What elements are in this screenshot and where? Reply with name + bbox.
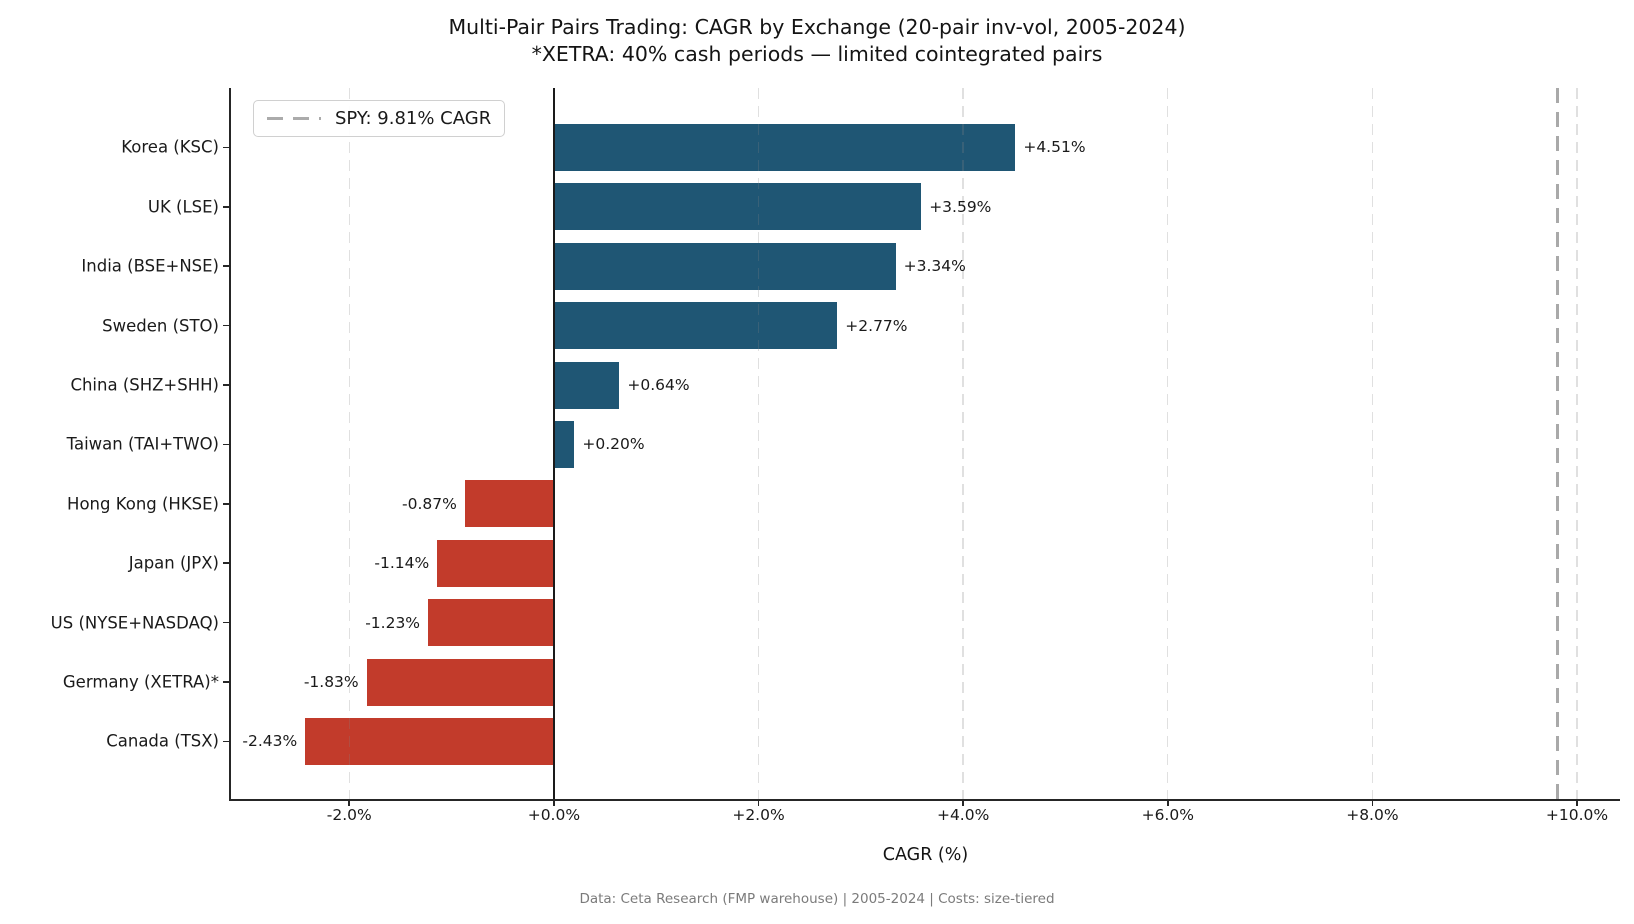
bar-value-label: -0.87% <box>402 494 457 513</box>
dashed-reference-line-icon <box>267 116 321 121</box>
bar-value-label: -1.23% <box>365 613 421 632</box>
y-tick-mark <box>223 324 231 327</box>
bar-value-label: +3.59% <box>929 197 992 216</box>
bar <box>553 420 575 468</box>
gridline <box>962 88 964 799</box>
x-tick-mark <box>1576 799 1578 806</box>
category-label: Germany (XETRA)* <box>62 672 219 692</box>
bar <box>437 539 554 587</box>
x-tick-label: -2.0% <box>326 806 372 824</box>
x-tick-mark <box>1166 799 1169 806</box>
y-tick-mark <box>223 384 231 386</box>
bar-value-label: +4.51% <box>1023 138 1086 157</box>
y-tick-mark <box>223 443 231 446</box>
bar <box>553 302 838 350</box>
bar <box>553 361 620 409</box>
x-axis-title: CAGR (%) <box>882 845 969 865</box>
chart-subtitle: *XETRA: 40% cash periods — limited coint… <box>531 42 1103 66</box>
gridline <box>757 88 760 799</box>
bar-value-label: +3.34% <box>903 257 966 276</box>
category-label: Sweden (STO) <box>102 316 219 336</box>
x-tick-label: +8.0% <box>1346 806 1399 824</box>
bar <box>305 717 554 765</box>
chart-title: Multi-Pair Pairs Trading: CAGR by Exchan… <box>448 15 1186 39</box>
y-tick-mark <box>223 265 231 268</box>
bar <box>428 599 554 647</box>
x-tick-label: +4.0% <box>936 806 990 824</box>
legend-label: SPY: 9.81% CAGR <box>335 108 492 129</box>
category-label: India (BSE+NSE) <box>81 256 219 276</box>
y-tick-mark <box>223 562 231 565</box>
x-axis-spine <box>229 799 1621 801</box>
category-label: Taiwan (TAI+TWO) <box>66 434 219 454</box>
category-label: China (SHZ+SHH) <box>70 375 219 395</box>
category-label: UK (LSE) <box>147 197 219 217</box>
y-tick-mark <box>223 205 231 208</box>
x-tick-mark <box>757 799 760 806</box>
y-tick-mark <box>223 681 231 683</box>
x-tick-label: +0.0% <box>527 806 581 824</box>
gridline <box>1371 88 1374 799</box>
bar-value-label: -1.83% <box>303 673 359 691</box>
bar-value-label: -1.14% <box>374 554 430 573</box>
bar <box>464 480 554 528</box>
x-tick-label: +6.0% <box>1141 806 1194 824</box>
bar <box>366 658 554 706</box>
y-tick-mark <box>223 621 231 624</box>
zero-baseline <box>553 88 555 799</box>
x-tick-mark <box>552 799 555 806</box>
gridline <box>1167 88 1169 799</box>
plot-area: -2.0% +0.0% +2.0% +4.0% +6.0% +8.0% +10.0% +4.5… <box>51 88 1621 824</box>
category-label: US (NYSE+NASDAQ) <box>50 613 219 633</box>
bar <box>553 123 1016 171</box>
category-label: Japan (JPX) <box>128 553 219 573</box>
bar-value-label: +0.64% <box>627 376 690 394</box>
bar <box>553 242 896 290</box>
category-label: Hong Kong (HKSE) <box>67 494 219 514</box>
y-tick-mark <box>223 502 231 505</box>
x-tick-mark <box>1371 799 1374 806</box>
spy-reference-line <box>1555 88 1560 799</box>
footer-note: Data: Ceta Research (FMP warehouse) | 20… <box>579 891 1055 907</box>
x-tick-label: +2.0% <box>732 806 785 824</box>
y-tick-mark <box>223 146 231 149</box>
legend: SPY: 9.81% CAGR <box>253 100 506 137</box>
x-tick-label: +10.0% <box>1545 806 1609 824</box>
bar-value-label: -2.43% <box>242 732 298 751</box>
bar-value-label: +2.77% <box>845 316 908 335</box>
category-label: Korea (KSC) <box>121 137 219 157</box>
x-tick-mark <box>348 799 351 806</box>
bar <box>553 183 922 231</box>
x-tick-mark <box>962 799 965 806</box>
gridline <box>348 88 350 799</box>
category-label: Canada (TSX) <box>106 731 219 751</box>
bar-value-label: +0.20% <box>582 435 645 454</box>
gridline <box>1576 88 1578 799</box>
y-tick-mark <box>223 740 231 743</box>
